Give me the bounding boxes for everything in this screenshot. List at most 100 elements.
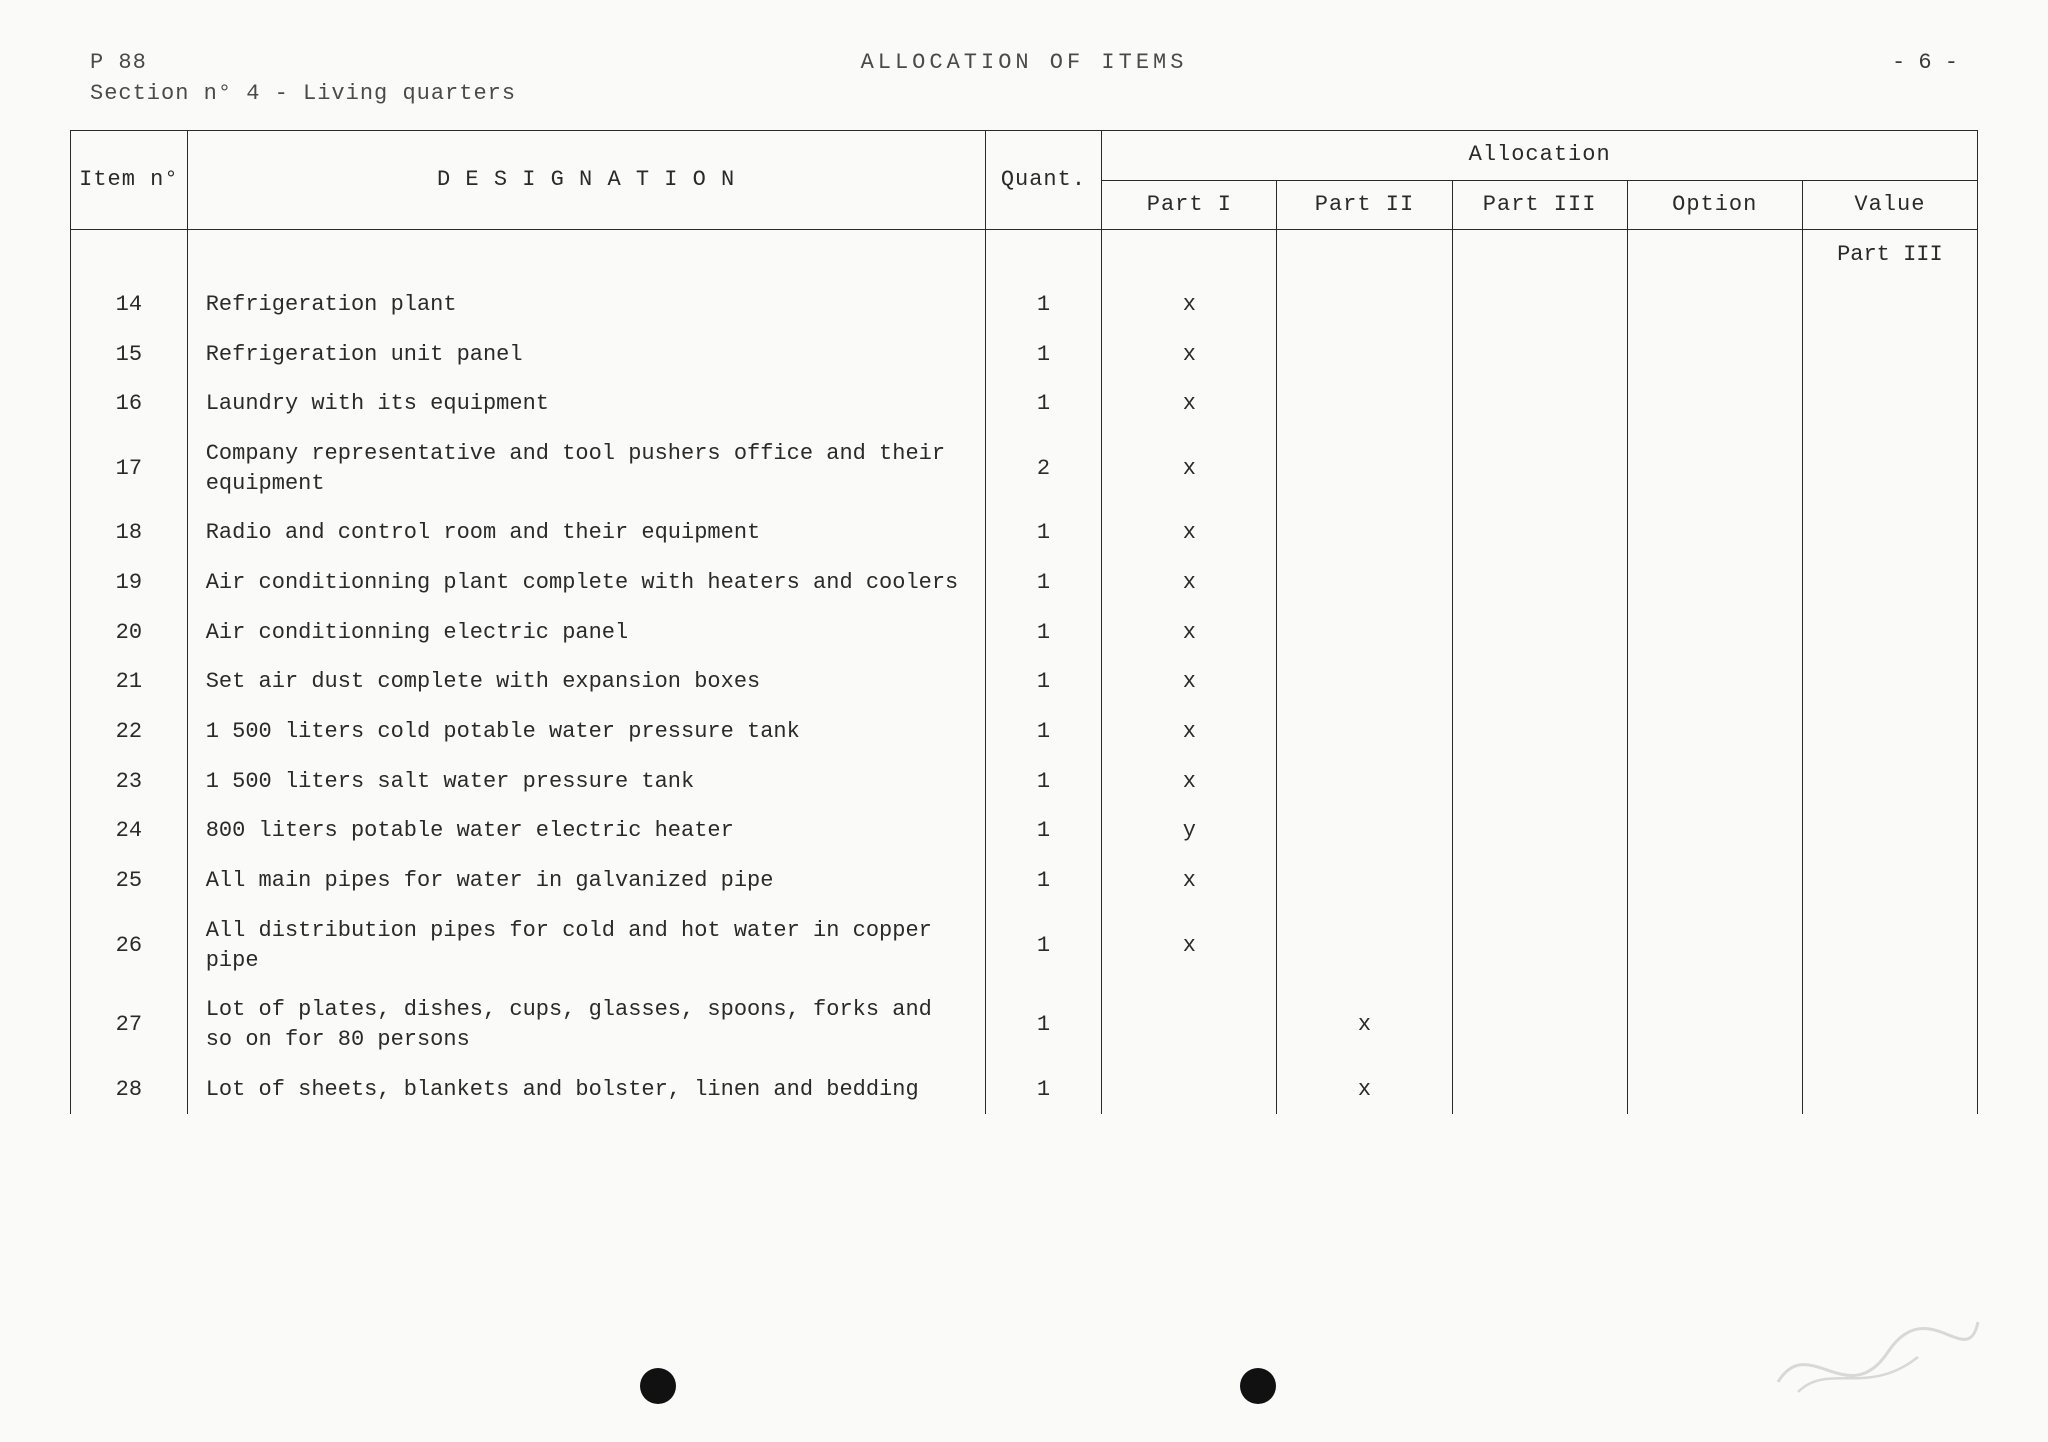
part3-mark [1452,608,1627,658]
option-mark [1627,508,1802,558]
col-header-item: Item n° [71,131,188,230]
item-number: 23 [71,757,188,807]
value-mark [1802,906,1977,985]
part3-mark [1452,379,1627,429]
value-mark [1802,657,1977,707]
quantity-value: 1 [985,856,1102,906]
table-row: 26All distribution pipes for cold and ho… [71,906,1978,985]
value-note: Part III [1802,230,1977,280]
option-mark [1627,558,1802,608]
part1-mark: x [1102,558,1277,608]
value-mark [1802,330,1977,380]
item-number: 25 [71,856,188,906]
quantity-value: 1 [985,906,1102,985]
table-row: 15Refrigeration unit panel1x [71,330,1978,380]
designation-text: 1 500 liters salt water pressure tank [187,757,985,807]
value-mark [1802,608,1977,658]
part1-mark: x [1102,379,1277,429]
part1-mark [1102,1065,1277,1115]
option-mark [1627,379,1802,429]
designation-text: Company representative and tool pushers … [187,429,985,508]
quantity-value: 1 [985,657,1102,707]
quantity-value: 1 [985,608,1102,658]
page-number: - 6 - [1892,50,1958,75]
table-row: 16Laundry with its equipment1x [71,379,1978,429]
item-number: 27 [71,985,188,1064]
option-mark [1627,280,1802,330]
page-title: ALLOCATION OF ITEMS [861,50,1188,75]
part3-mark [1452,558,1627,608]
designation-text: Air conditionning plant complete with he… [187,558,985,608]
part1-mark: x [1102,330,1277,380]
designation-text: 1 500 liters cold potable water pressure… [187,707,985,757]
part3-mark [1452,985,1627,1064]
part3-mark [1452,1065,1627,1115]
quantity-value: 2 [985,429,1102,508]
item-number: 21 [71,657,188,707]
col-header-part1: Part I [1102,180,1277,230]
section-line: Section n° 4 - Living quarters [70,81,1978,130]
option-mark [1627,985,1802,1064]
value-mark [1802,379,1977,429]
option-mark [1627,707,1802,757]
part2-mark [1277,330,1452,380]
table-row: 24 800 liters potable water electric hea… [71,806,1978,856]
part1-mark [1102,985,1277,1064]
option-mark [1627,429,1802,508]
allocation-table: Item n° D E S I G N A T I O N Quant. All… [70,130,1978,1114]
quantity-value: 1 [985,280,1102,330]
table-row: 14Refrigeration plant1x [71,280,1978,330]
option-mark [1627,657,1802,707]
designation-text: Refrigeration unit panel [187,330,985,380]
item-number: 22 [71,707,188,757]
part2-mark [1277,856,1452,906]
designation-text: Refrigeration plant [187,280,985,330]
value-mark [1802,985,1977,1064]
option-mark [1627,608,1802,658]
quantity-value: 1 [985,558,1102,608]
table-row: 17Company representative and tool pusher… [71,429,1978,508]
item-number: 17 [71,429,188,508]
col-header-part3: Part III [1452,180,1627,230]
part3-mark [1452,757,1627,807]
part2-mark [1277,806,1452,856]
table-row: 18Radio and control room and their equip… [71,508,1978,558]
part1-mark: x [1102,856,1277,906]
quantity-value: 1 [985,985,1102,1064]
designation-text: Lot of sheets, blankets and bolster, lin… [187,1065,985,1115]
option-mark [1627,1065,1802,1115]
value-mark [1802,856,1977,906]
item-number: 18 [71,508,188,558]
item-number: 19 [71,558,188,608]
quantity-value: 1 [985,379,1102,429]
designation-text: Set air dust complete with expansion box… [187,657,985,707]
value-mark [1802,280,1977,330]
part1-mark: x [1102,429,1277,508]
part1-mark: y [1102,806,1277,856]
part2-mark [1277,657,1452,707]
col-header-part2: Part II [1277,180,1452,230]
item-number: 20 [71,608,188,658]
part2-mark [1277,558,1452,608]
col-header-value: Value [1802,180,1977,230]
designation-text: Radio and control room and their equipme… [187,508,985,558]
designation-text: All main pipes for water in galvanized p… [187,856,985,906]
page-header: P 88 ALLOCATION OF ITEMS - 6 - [70,50,1978,75]
part1-mark: x [1102,906,1277,985]
table-body: Part III 14Refrigeration plant1x15Refrig… [71,230,1978,1115]
part1-mark: x [1102,707,1277,757]
designation-text: Laundry with its equipment [187,379,985,429]
item-number: 16 [71,379,188,429]
table-row: 27Lot of plates, dishes, cups, glasses, … [71,985,1978,1064]
part2-mark [1277,906,1452,985]
part2-mark: x [1277,1065,1452,1115]
part2-mark [1277,508,1452,558]
option-mark [1627,856,1802,906]
table-row: 25All main pipes for water in galvanized… [71,856,1978,906]
value-mark [1802,757,1977,807]
part1-mark: x [1102,608,1277,658]
value-mark [1802,1065,1977,1115]
col-header-allocation-group: Allocation [1102,131,1978,181]
table-row: 231 500 liters salt water pressure tank1… [71,757,1978,807]
designation-text: Lot of plates, dishes, cups, glasses, sp… [187,985,985,1064]
